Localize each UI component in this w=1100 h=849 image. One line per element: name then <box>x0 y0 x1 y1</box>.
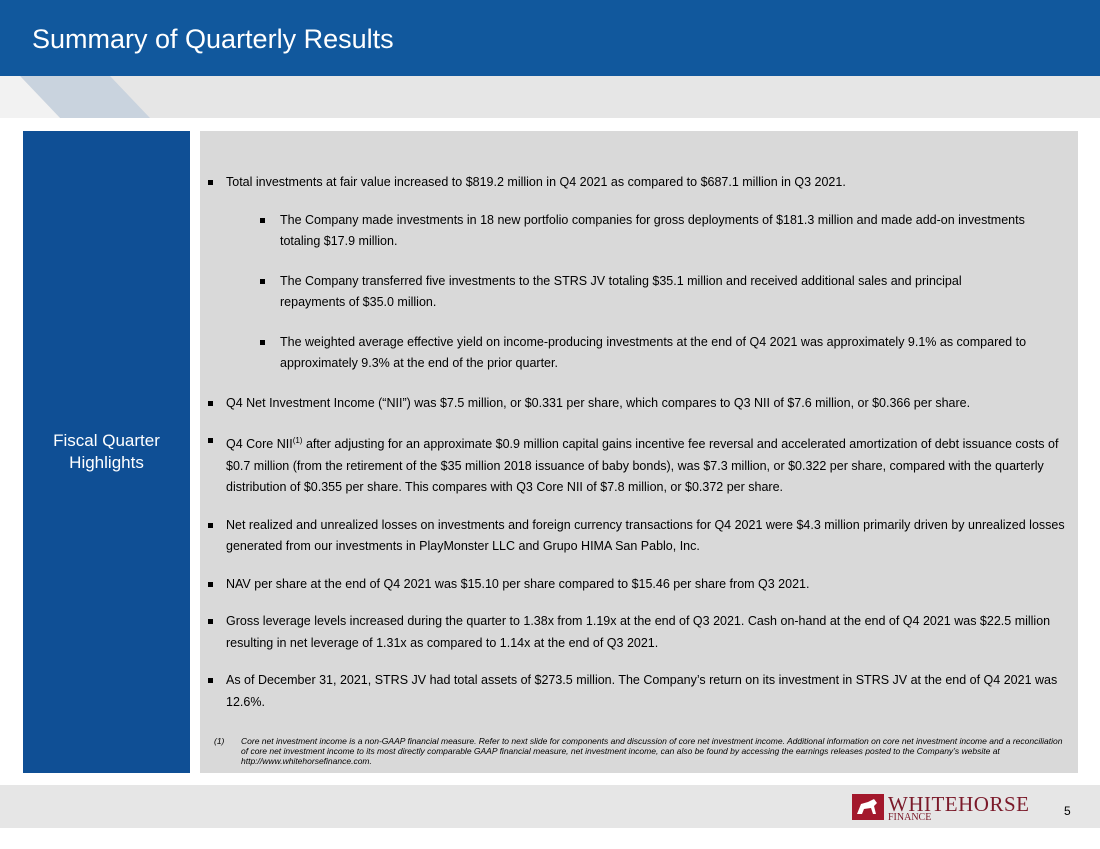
page-number: 5 <box>1064 804 1071 818</box>
footer-bar: WHITEHORSE FINANCE 5 <box>0 785 1100 828</box>
logo: WHITEHORSE FINANCE <box>852 792 1029 823</box>
bullet-text: NAV per share at the end of Q4 2021 was … <box>226 576 810 591</box>
bullet: Q4 Core NII(1) after adjusting for an ap… <box>208 430 1066 499</box>
bullet-text: Q4 Net Investment Income (“NII”) was $7.… <box>226 395 971 410</box>
bullet: The weighted average effective yield on … <box>260 332 1030 375</box>
bullet-text: The weighted average effective yield on … <box>280 334 1027 371</box>
bullet-text: after adjusting for an approximate $0.9 … <box>226 437 1059 495</box>
footnote-marker: (1) <box>214 736 225 746</box>
bullet: Gross leverage levels increased during t… <box>208 611 1066 654</box>
bullet: Q4 Net Investment Income (“NII”) was $7.… <box>208 393 1066 415</box>
bullet-text: The Company transferred five investments… <box>280 273 962 310</box>
bullet-text: As of December 31, 2021, STRS JV had tot… <box>226 673 1058 709</box>
bullet-text: The Company made investments in 18 new p… <box>280 212 1025 249</box>
bullet: As of December 31, 2021, STRS JV had tot… <box>208 670 1066 713</box>
bullet-text: Q4 Core NII <box>226 437 293 452</box>
bullet-superscript: (1) <box>292 436 303 445</box>
title: Summary of Quarterly Results <box>32 24 394 54</box>
logo-sub: FINANCE <box>888 812 932 823</box>
bullet: Net realized and unrealized losses on in… <box>208 515 1066 558</box>
bullet: Total investments at fair value increase… <box>208 172 1066 194</box>
content-panel: Total investments at fair value increase… <box>200 131 1078 773</box>
sidebar: Fiscal Quarter Highlights <box>23 131 190 773</box>
decor-band <box>0 76 1100 118</box>
logo-icon <box>852 794 884 820</box>
logo-name: WHITEHORSE <box>888 792 1030 816</box>
sidebar-label: Fiscal Quarter Highlights <box>53 431 160 472</box>
footnote-text: Core net investment income is a non-GAAP… <box>241 736 1063 766</box>
header-bar: Summary of Quarterly Results <box>0 0 1100 76</box>
bullet-text: Gross leverage levels increased during t… <box>226 614 1051 650</box>
footnote: (1) Core net investment income is a non-… <box>214 736 1064 766</box>
bullet-text: Net realized and unrealized losses on in… <box>226 517 1065 554</box>
bullet: The Company transferred five investments… <box>260 271 1030 314</box>
bullet-list: Total investments at fair value increase… <box>200 172 1078 729</box>
decor-shape <box>0 76 150 118</box>
bullet: The Company made investments in 18 new p… <box>260 210 1030 253</box>
bullet-text: Total investments at fair value increase… <box>226 175 846 189</box>
bullet: NAV per share at the end of Q4 2021 was … <box>208 574 1066 596</box>
